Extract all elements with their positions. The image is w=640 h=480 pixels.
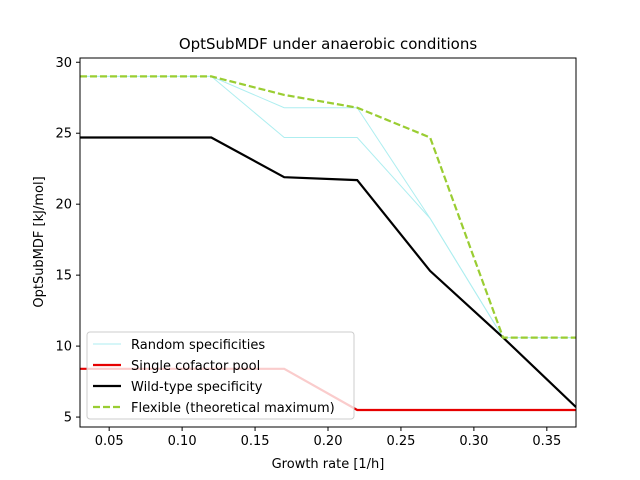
legend-label-flexible-theoretical-maximum: Flexible (theoretical maximum) <box>131 401 335 416</box>
y-tick-label: 15 <box>55 269 72 284</box>
plot-frame <box>79 57 577 428</box>
legend: Random specificities Single cofactor poo… <box>86 331 355 420</box>
x-tick-label: 0.15 <box>241 434 270 449</box>
flexible-theoretical-maximum-line <box>80 75 576 339</box>
legend-box <box>86 331 355 420</box>
legend-label-wild-type-specificity: Wild-type specificity <box>131 380 263 395</box>
x-axis-label: Growth rate [1/h] <box>272 457 385 472</box>
x-tick-label: 0.25 <box>386 434 415 449</box>
x-tick-label: 0.20 <box>314 434 343 449</box>
y-tick-label: 30 <box>55 56 72 71</box>
legend-label-single-cofactor-pool: Single cofactor pool <box>131 359 260 374</box>
y-axis-label: OptSubMDF [kJ/mol] <box>32 176 47 307</box>
x-tick-label: 0.05 <box>95 434 124 449</box>
y-tick-label: 5 <box>64 411 72 426</box>
chart-title: OptSubMDF under anaerobic conditions <box>179 35 478 53</box>
x-tick-label: 0.35 <box>532 434 561 449</box>
axis-ticks: 0.05 0.10 0.15 0.20 0.25 0.30 0.35 5 10 15 20 25 30 <box>55 56 561 449</box>
x-tick-label: 0.30 <box>459 434 488 449</box>
x-tick-label: 0.10 <box>168 434 197 449</box>
legend-label-random-specificities: Random specificities <box>131 338 265 353</box>
y-tick-label: 10 <box>55 340 72 355</box>
y-tick-label: 25 <box>55 127 72 142</box>
y-tick-label: 20 <box>55 198 72 213</box>
